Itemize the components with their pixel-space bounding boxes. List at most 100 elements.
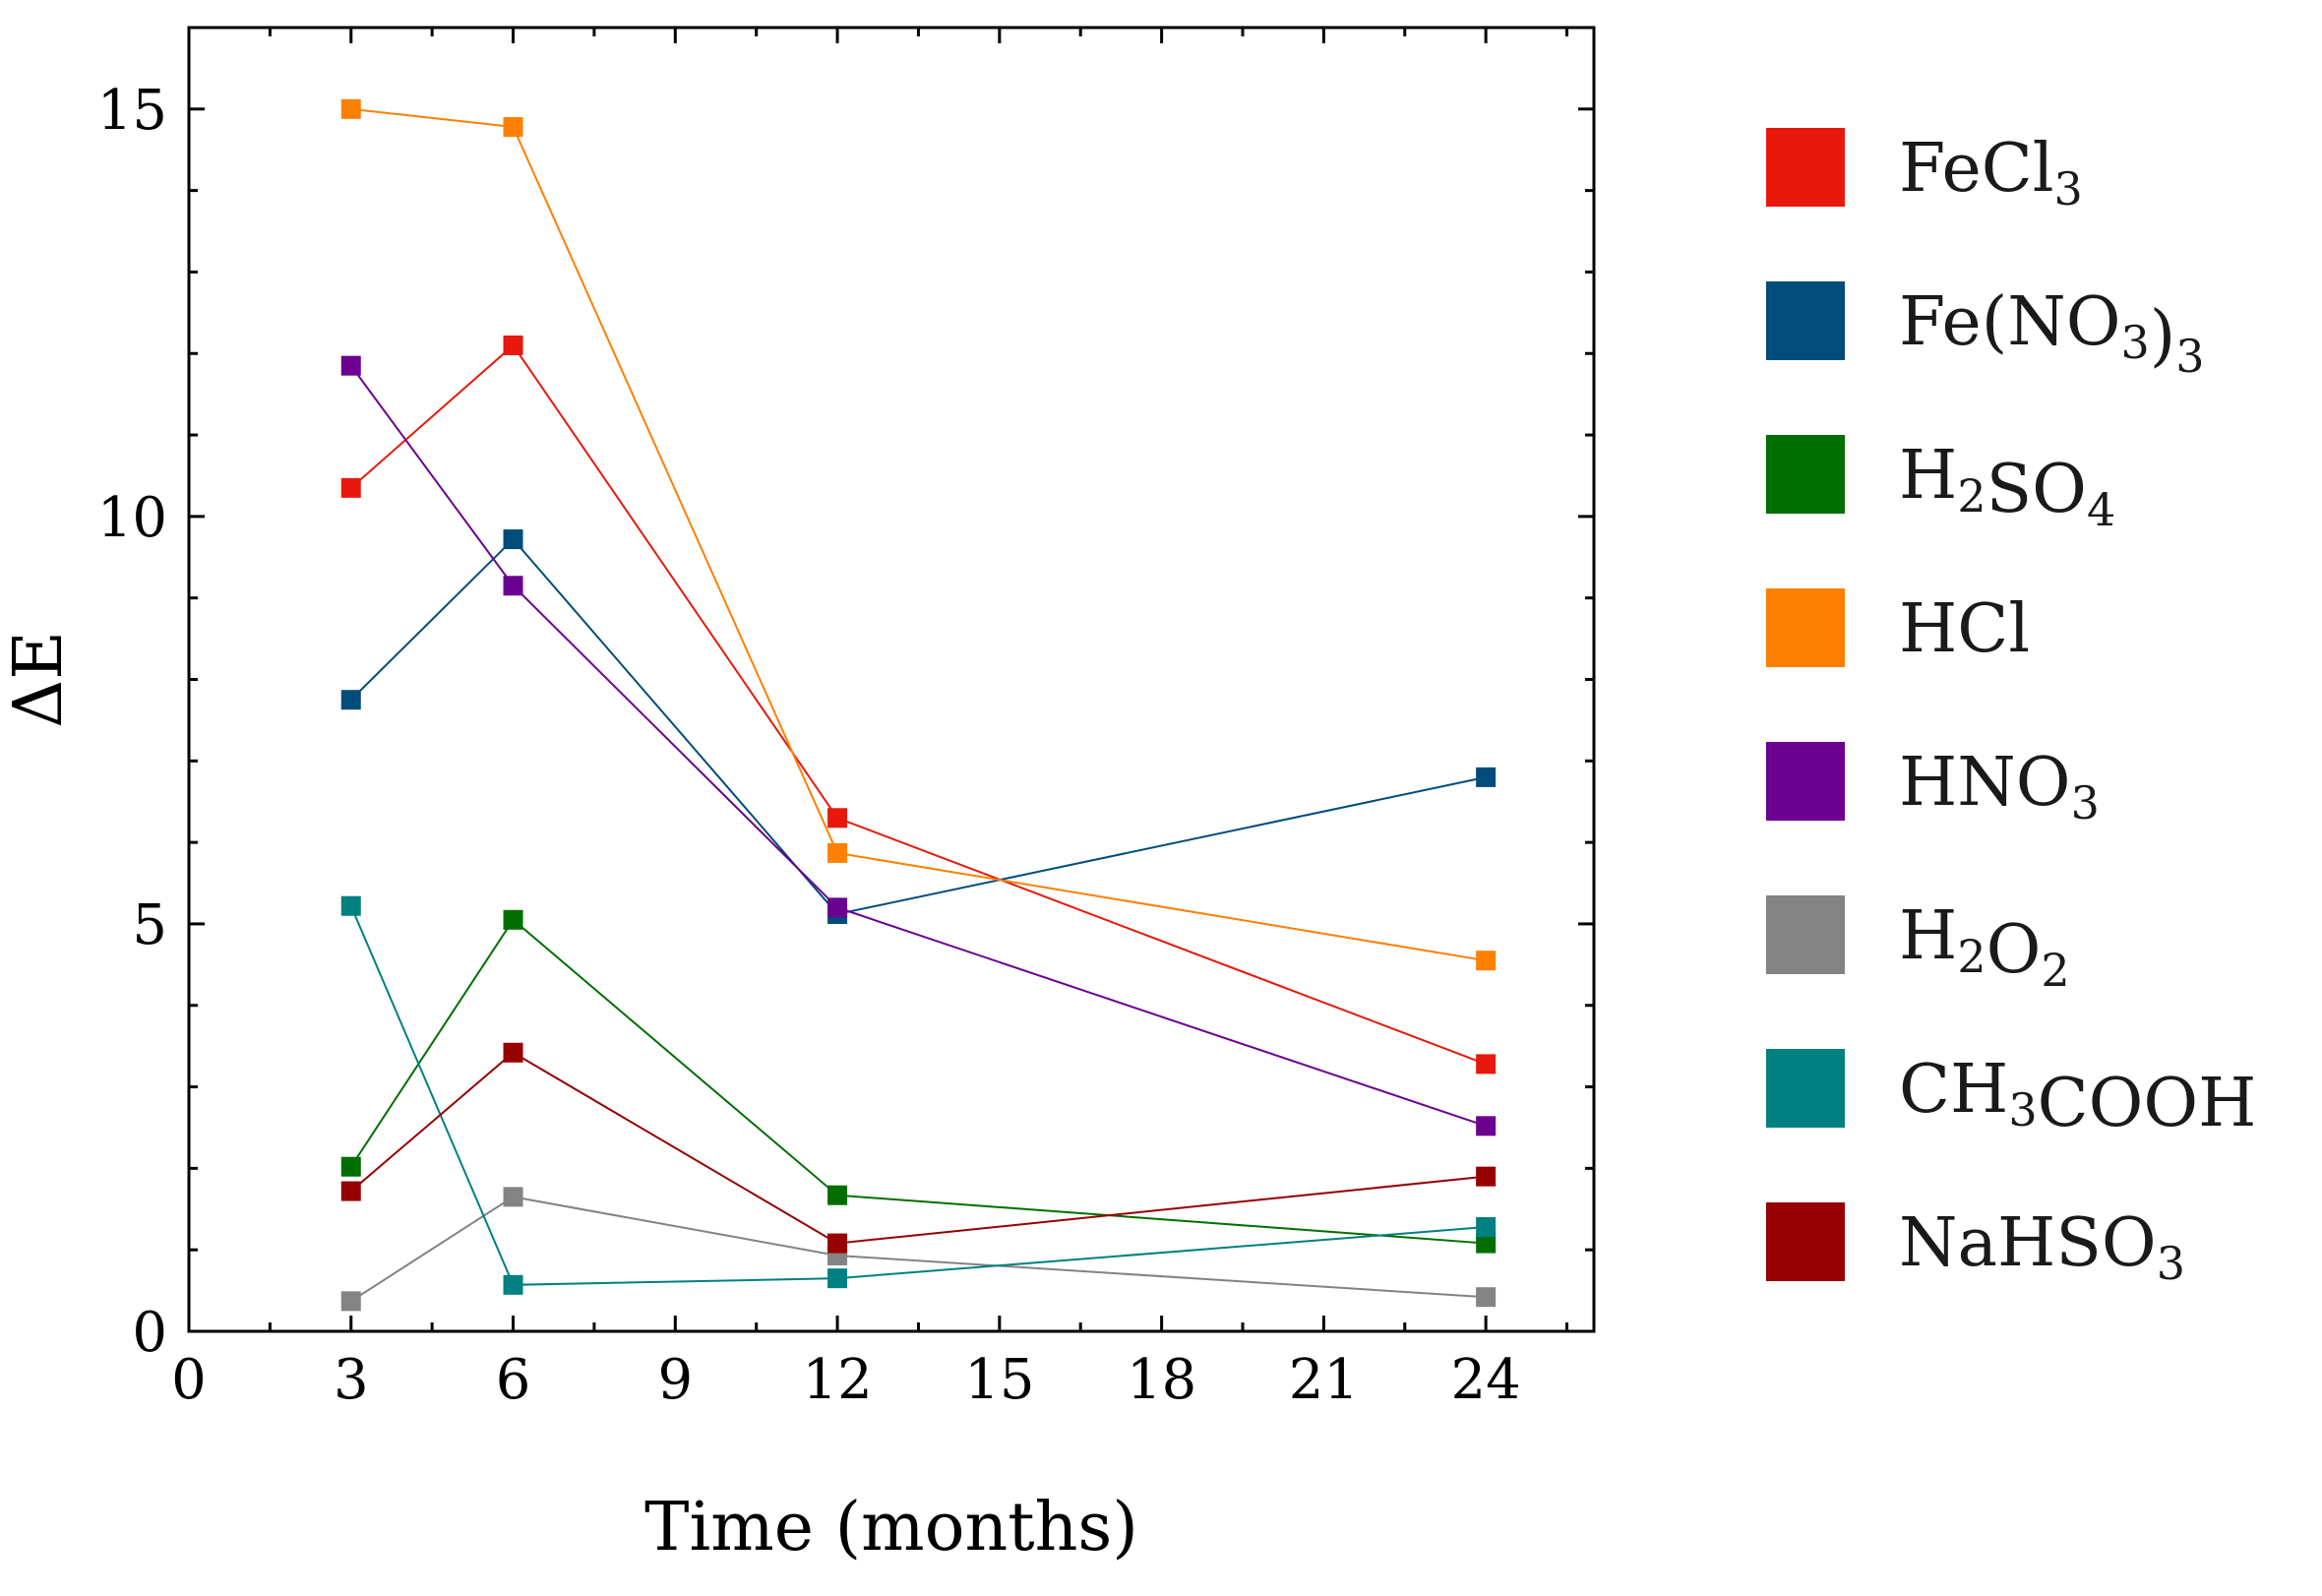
legend-label-part: H [1899, 897, 1957, 975]
legend-label-hcl: HCl [1899, 590, 2030, 668]
data-point-hcl-3 [340, 98, 361, 119]
legend-label-h2so4: H2SO4 [1899, 437, 2115, 536]
data-point-ch3cooh-3 [340, 895, 361, 916]
plot-area [340, 98, 1497, 1312]
legend-swatch-hcl [1766, 588, 1845, 667]
legend-swatch-feno33 [1766, 281, 1845, 360]
data-point-hno3-3 [340, 355, 361, 376]
legend-label-h2o2: H2O2 [1899, 897, 2070, 997]
legend-item-h2o2: H2O2 [1766, 895, 2070, 997]
legend-item-nahso3: NaHSO3 [1766, 1202, 2185, 1290]
series-line-hcl [350, 107, 1487, 962]
legend: FeCl3Fe(NO3)3H2SO4HClHNO3H2O2CH3COOHNaHS… [1766, 128, 2256, 1290]
legend-label-part: 3 [2175, 330, 2204, 383]
data-point-h2o2-6 [503, 1187, 523, 1207]
y-tick-label: 10 [97, 486, 167, 550]
data-point-h2so4-12 [827, 1185, 848, 1205]
legend-swatch-hno3 [1766, 742, 1845, 821]
legend-label-part: COOH [2038, 1065, 2257, 1142]
data-point-ch3cooh-6 [503, 1274, 523, 1295]
data-point-h2so4-6 [503, 909, 523, 930]
legend-label-part: ) [2150, 297, 2176, 375]
data-point-nahso3-6 [503, 1042, 523, 1063]
legend-label-part: NaHSO [1899, 1204, 2157, 1282]
data-point-fecl3-3 [340, 477, 361, 498]
x-tick-label: 9 [657, 1348, 693, 1412]
legend-label-part: 2 [2041, 944, 2069, 997]
data-point-fecl3-6 [503, 335, 523, 355]
legend-label-part: FeCl [1899, 130, 2053, 208]
data-point-fecl3-12 [827, 808, 848, 829]
x-tick-label: 12 [802, 1348, 872, 1412]
x-tick-label: 18 [1127, 1348, 1196, 1412]
legend-label-ch3cooh: CH3COOH [1899, 1051, 2256, 1142]
legend-label-part: CH [1899, 1051, 2008, 1129]
legend-label-fecl3: FeCl3 [1899, 130, 2083, 215]
legend-item-hno3: HNO3 [1766, 742, 2100, 829]
data-point-feno33-24 [1476, 767, 1497, 787]
legend-swatch-h2so4 [1766, 435, 1845, 514]
legend-label-hno3: HNO3 [1899, 744, 2100, 829]
y-tick-label: 15 [97, 79, 167, 143]
y-tick-label: 5 [132, 893, 167, 957]
legend-swatch-h2o2 [1766, 895, 1845, 974]
data-point-ch3cooh-24 [1476, 1217, 1497, 1237]
data-point-h2so4-3 [340, 1156, 361, 1177]
plot-frame [187, 26, 1596, 1333]
axes: 0 3 6 9 12 15 18 21 24 0 5 10 15 Time (months) ΔE [0, 26, 1596, 1566]
series-line-feno33 [350, 537, 1487, 916]
x-tick-label: 24 [1451, 1348, 1521, 1412]
legend-swatch-nahso3 [1766, 1202, 1845, 1281]
data-point-feno33-6 [503, 529, 523, 550]
x-axis-title: Time (months) [644, 1489, 1138, 1566]
legend-label-part: 3 [2071, 776, 2100, 829]
data-point-h2o2-24 [1476, 1287, 1497, 1308]
legend-label-nahso3: NaHSO3 [1899, 1204, 2185, 1290]
data-point-h2so4-24 [1476, 1233, 1497, 1254]
y-axis-title: ΔE [0, 631, 78, 728]
series-line-h2so4 [349, 918, 1487, 1245]
legend-label-part: H [1899, 437, 1957, 515]
legend-swatch-ch3cooh [1766, 1049, 1845, 1128]
legend-item-h2so4: H2SO4 [1766, 435, 2115, 536]
legend-swatch-fecl3 [1766, 128, 1845, 207]
legend-label-part: 3 [2120, 316, 2149, 369]
data-point-nahso3-3 [340, 1181, 361, 1201]
x-tick-label: 3 [334, 1348, 369, 1412]
legend-label-part: 3 [2053, 162, 2082, 215]
legend-label-part: HCl [1899, 590, 2030, 668]
legend-label-part: 3 [2008, 1083, 2037, 1136]
data-point-nahso3-24 [1476, 1166, 1497, 1187]
data-point-hcl-24 [1476, 951, 1497, 971]
legend-label-feno33: Fe(NO3)3 [1899, 283, 2205, 383]
x-tick-label: 15 [964, 1348, 1034, 1412]
series-line-h2o2 [350, 1196, 1487, 1303]
x-tick-label: 21 [1289, 1348, 1359, 1412]
legend-item-ch3cooh: CH3COOH [1766, 1049, 2256, 1142]
data-point-fecl3-24 [1476, 1054, 1497, 1074]
data-point-hno3-12 [827, 897, 848, 918]
data-point-feno33-3 [340, 690, 361, 710]
legend-label-part: O [1986, 911, 2042, 989]
series-line-ch3cooh [349, 905, 1487, 1286]
legend-label-part: HNO [1899, 744, 2071, 822]
series-line-fecl3 [350, 343, 1487, 1066]
data-point-nahso3-12 [827, 1233, 848, 1254]
legend-item-fecl3: FeCl3 [1766, 128, 2083, 215]
legend-item-hcl: HCl [1766, 588, 2030, 668]
legend-label-part: 4 [2087, 483, 2115, 536]
data-point-h2o2-3 [340, 1291, 361, 1312]
data-point-hcl-6 [503, 117, 523, 138]
y-tick-label: 0 [132, 1301, 167, 1365]
series-line-hno3 [349, 365, 1487, 1128]
legend-label-part: 2 [1957, 469, 1986, 522]
legend-label-part: 2 [1957, 930, 1986, 983]
data-point-hno3-6 [503, 576, 523, 596]
legend-label-part: Fe(NO [1899, 283, 2120, 361]
data-point-ch3cooh-12 [827, 1268, 848, 1289]
data-point-hno3-24 [1476, 1116, 1497, 1136]
legend-label-part: 3 [2157, 1237, 2185, 1290]
x-tick-label: 6 [496, 1348, 531, 1412]
series-line-nahso3 [350, 1051, 1487, 1245]
